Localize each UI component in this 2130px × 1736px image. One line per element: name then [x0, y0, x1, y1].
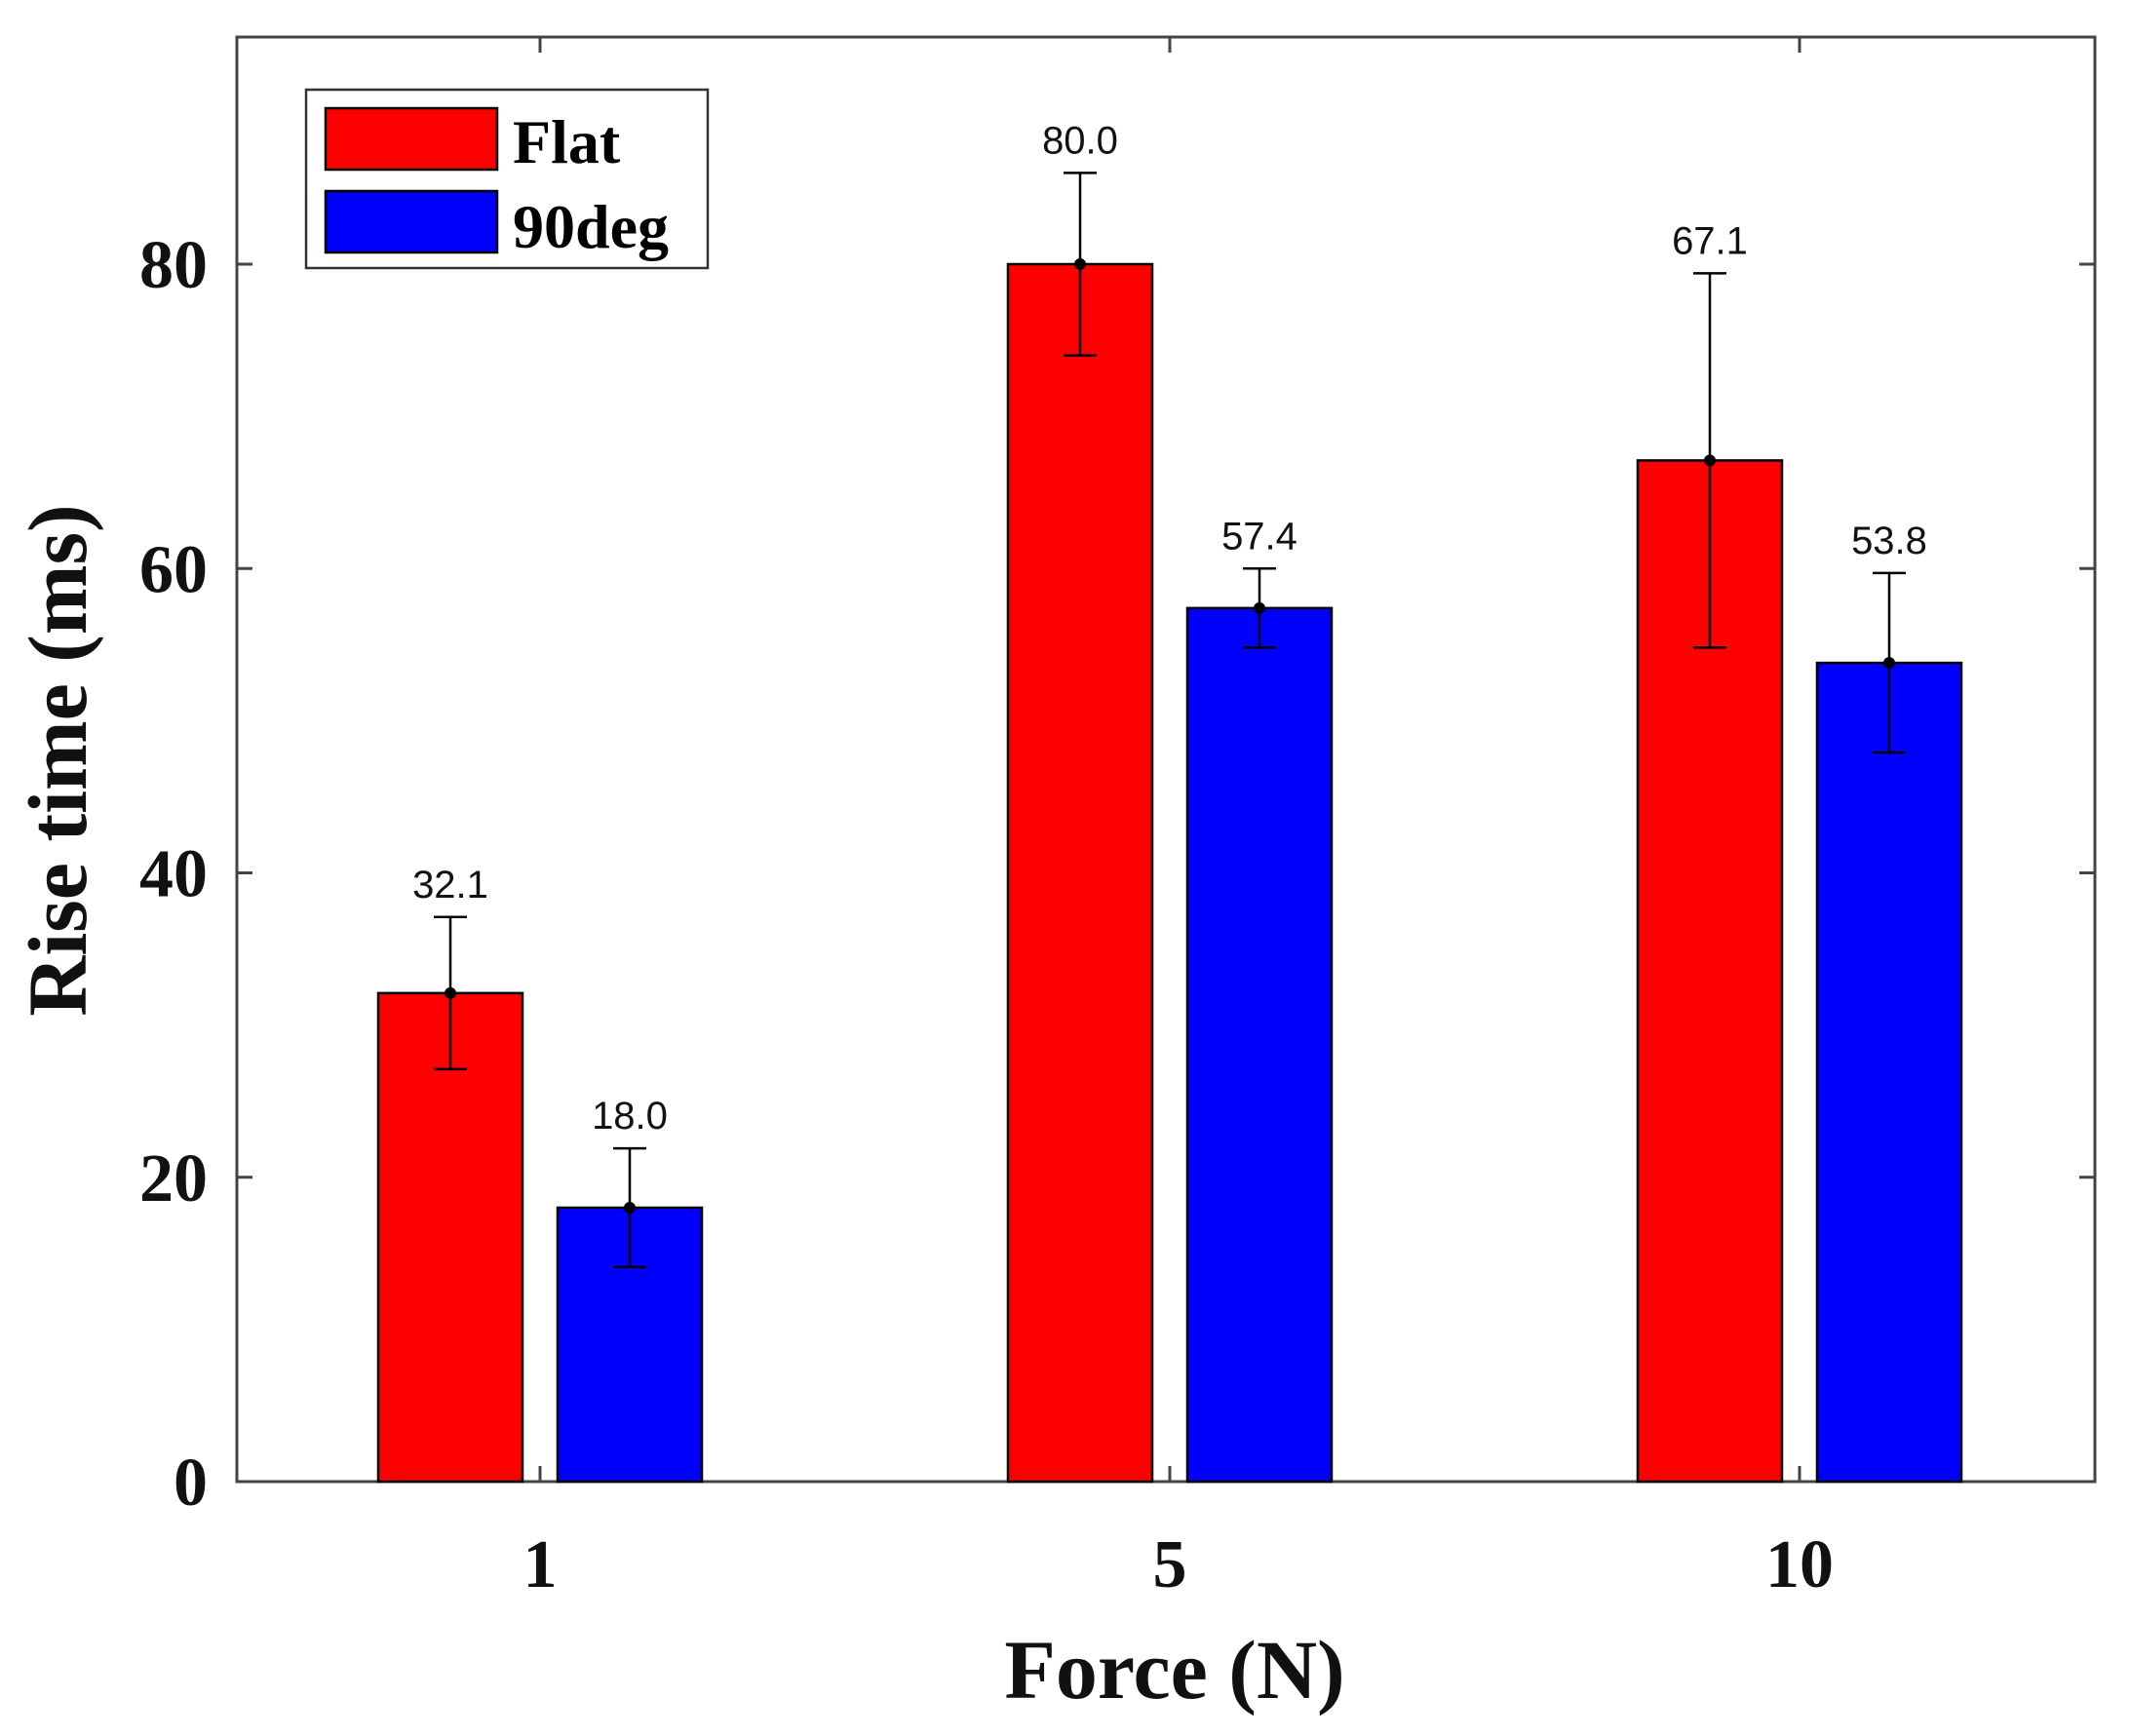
y-tick-label-40: 40: [139, 837, 208, 912]
x-tick-label-1: 1: [523, 1527, 558, 1602]
x-tick-label-10: 10: [1765, 1527, 1834, 1602]
legend-label-90deg: 90deg: [513, 192, 669, 261]
errors-layer: [434, 172, 1906, 1269]
bar-90deg-10: [1815, 661, 1963, 1484]
bar-flat-1: [376, 991, 524, 1484]
mean-dot-90deg-10: [1883, 657, 1895, 670]
y-tick-label-20: 20: [139, 1141, 208, 1216]
mean-dot-flat-1: [445, 986, 456, 999]
y-tick-label-80: 80: [139, 228, 208, 303]
data-label-flat-5: 80.0: [1042, 119, 1118, 162]
labels-layer: 32.1 80.0 67.1 18.0 57.4 53.8: [412, 119, 1927, 1138]
data-label-90deg-1: 18.0: [592, 1095, 668, 1138]
plot-area: [235, 35, 2097, 1484]
mean-dot-flat-10: [1704, 454, 1716, 467]
y-tick-label-60: 60: [139, 532, 208, 607]
x-tick-label-5: 5: [1153, 1527, 1187, 1602]
legend-swatch-flat: [324, 106, 499, 172]
bar-flat-5: [1006, 262, 1154, 1484]
data-label-flat-10: 67.1: [1672, 219, 1748, 262]
ticks-layer: 0 20 40 60 80 1 5 10: [139, 37, 2095, 1602]
legend-label-flat: Flat: [513, 107, 621, 176]
bars-layer: [376, 262, 1963, 1484]
legend: Flat 90deg: [304, 88, 710, 270]
data-label-flat-1: 32.1: [412, 864, 488, 907]
data-label-90deg-5: 57.4: [1221, 515, 1297, 558]
legend-swatch-90deg: [324, 189, 499, 254]
y-tick-label-0: 0: [174, 1446, 208, 1521]
mean-dot-flat-5: [1074, 258, 1086, 270]
mean-dot-90deg-1: [624, 1201, 636, 1214]
data-label-90deg-10: 53.8: [1851, 520, 1927, 562]
y-axis-title: Rise time (ms): [11, 504, 104, 1016]
bar-90deg-5: [1185, 606, 1334, 1484]
x-axis-title: Force (N): [1004, 1623, 1344, 1717]
mean-dot-90deg-5: [1254, 601, 1265, 614]
